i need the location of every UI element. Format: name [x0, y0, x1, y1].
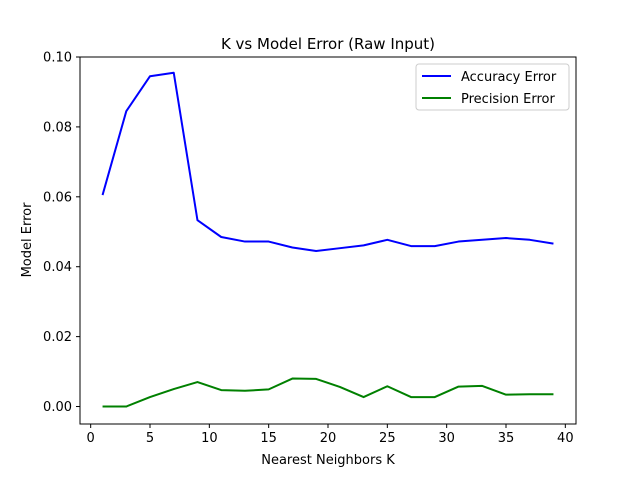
y-tick-label: 0.04	[43, 260, 72, 275]
x-tick-label: 10	[201, 431, 218, 446]
x-tick-label: 25	[379, 431, 396, 446]
y-tick-label: 0.02	[43, 330, 72, 345]
x-tick-label: 5	[146, 431, 154, 446]
x-tick-label: 20	[320, 431, 337, 446]
x-tick-label: 40	[557, 431, 574, 446]
plot-area	[80, 57, 576, 424]
series-line-accuracy-error	[101, 71, 554, 252]
y-axis-label: Model Error	[20, 202, 35, 278]
x-tick-label: 15	[260, 431, 277, 446]
y-tick-label: 0.00	[43, 400, 72, 415]
x-axis: 0 5 10 15 20 25 30 35 40	[87, 424, 574, 446]
y-tick-label: 0.08	[43, 120, 72, 135]
legend-label-accuracy-error: Accuracy Error	[461, 70, 557, 85]
x-tick-label: 0	[87, 431, 95, 446]
y-tick-label: 0.10	[43, 51, 72, 66]
legend: Accuracy Error Precision Error	[415, 63, 570, 111]
y-axis: 0.00 0.02 0.04 0.06 0.08 0.10	[43, 51, 80, 415]
plot-frame	[79, 56, 577, 425]
x-tick-label: 35	[498, 431, 515, 446]
y-tick-label: 0.06	[43, 190, 72, 205]
series-lines	[101, 71, 554, 408]
legend-box	[415, 63, 570, 111]
chart-title: K vs Model Error (Raw Input)	[221, 35, 435, 53]
legend-label-precision-error: Precision Error	[461, 92, 555, 107]
series-line-precision-error	[102, 377, 554, 408]
x-tick-label: 30	[438, 431, 455, 446]
x-axis-label: Nearest Neighbors K	[261, 453, 395, 468]
